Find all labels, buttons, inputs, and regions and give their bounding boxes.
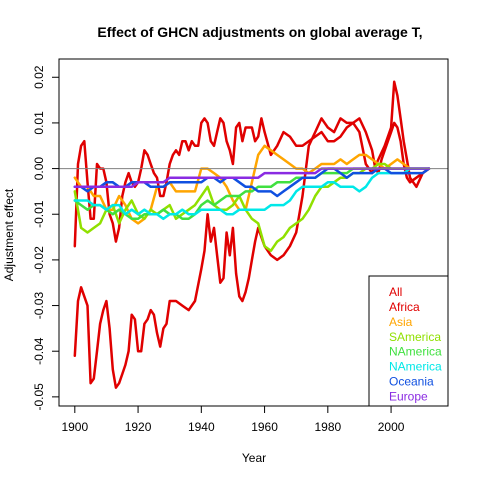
legend: AllAfricaAsiaSAmericaNAmericaNAmericaOce… xyxy=(368,275,449,407)
chart-title: Effect of GHCN adjustments on global ave… xyxy=(97,24,422,40)
legend-label: NAmerica xyxy=(389,360,442,374)
y-tick-label: -0.04 xyxy=(32,337,46,365)
series-line-oceania-6 xyxy=(73,167,431,198)
x-tick-label: 1960 xyxy=(251,420,278,434)
y-tick-label: 0.02 xyxy=(32,65,46,89)
legend-label: SAmerica xyxy=(389,330,441,344)
series-layer xyxy=(73,80,431,389)
y-tick-label: -0.05 xyxy=(32,383,46,411)
x-tick-label: 1940 xyxy=(188,420,215,434)
y-tick-label: -0.03 xyxy=(32,292,46,320)
legend-label: NAmerica xyxy=(389,345,442,359)
series-line-africa-0 xyxy=(73,80,431,389)
legend-label: Europe xyxy=(389,389,428,403)
x-tick-label: 1980 xyxy=(314,420,341,434)
legend-label: Asia xyxy=(389,315,413,329)
legend-label: Oceania xyxy=(389,375,434,389)
x-tick-label: 1920 xyxy=(125,420,152,434)
series-line-namerica-5 xyxy=(73,167,431,221)
x-axis: 1900 1920 1940 1960 1980 2000 xyxy=(61,405,405,434)
y-tick-label: -0.01 xyxy=(32,200,46,228)
y-tick-label: 0.01 xyxy=(32,111,46,135)
y-axis: -0.05 -0.04 -0.03 -0.02 -0.01 0.00 0.01 0.02 xyxy=(32,65,60,411)
x-tick-label: 1900 xyxy=(61,420,88,434)
legend-label: All xyxy=(389,285,402,299)
y-tick-label: -0.02 xyxy=(32,246,46,274)
y-axis-label: Adjustment effect xyxy=(2,188,16,281)
y-tick-label: 0.00 xyxy=(32,157,46,181)
legend-box xyxy=(368,275,449,407)
x-axis-label: Year xyxy=(242,451,266,465)
series-line-all-1 xyxy=(73,117,431,248)
legend-label: Africa xyxy=(389,300,420,314)
series-line-asia-2 xyxy=(73,144,431,225)
x-tick-label: 2000 xyxy=(378,420,405,434)
